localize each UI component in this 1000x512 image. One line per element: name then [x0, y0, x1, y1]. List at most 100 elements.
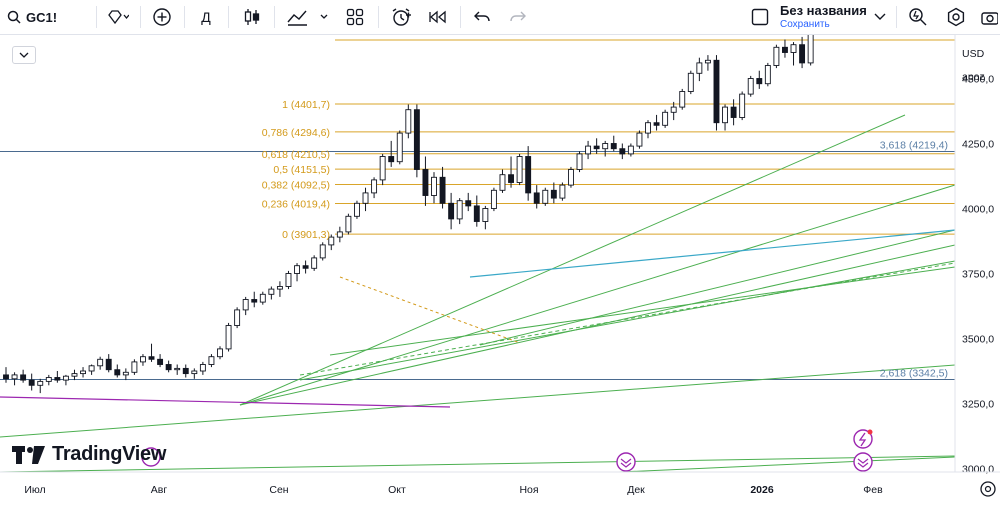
event-flash-icon[interactable]	[853, 429, 873, 449]
candle-body	[448, 202, 455, 220]
symbol-search[interactable]: GC1!	[0, 0, 95, 34]
candle-body	[516, 156, 523, 183]
candle-body	[45, 377, 52, 382]
toolbar-divider	[460, 6, 461, 28]
trend-line[interactable]	[0, 396, 451, 408]
candle-body	[328, 236, 335, 246]
price-axis[interactable]	[955, 35, 1000, 507]
candle-body	[3, 374, 9, 380]
fib-level-label: 0,382 (4092,5)	[262, 179, 330, 191]
chart-indicators-icon	[287, 10, 328, 26]
tradingview-wordmark: TradingView	[52, 443, 167, 465]
axis-settings-icon[interactable]	[980, 481, 996, 497]
time-tick-label: Дек	[627, 484, 645, 496]
candle-body	[525, 156, 532, 194]
top-toolbar: GC1! Д Без названия Сохранить	[0, 0, 1000, 35]
candle-body	[610, 143, 617, 150]
trend-line-dashed[interactable]	[299, 262, 956, 376]
layout-name[interactable]: Без названия Сохранить	[780, 0, 870, 34]
layout-checkbox[interactable]	[748, 0, 772, 34]
axis-settings-icon-center	[984, 485, 992, 493]
layout-save-link[interactable]: Сохранить	[780, 18, 830, 30]
toolbar-divider	[274, 6, 275, 28]
candle-body	[439, 176, 446, 204]
search-icon	[7, 10, 21, 24]
time-tick-label: Сен	[269, 484, 288, 496]
trend-line[interactable]	[0, 364, 956, 438]
settings-button[interactable]	[942, 0, 970, 34]
trend-line[interactable]	[329, 266, 956, 356]
chart-type-button[interactable]	[238, 0, 266, 34]
candle-body	[285, 273, 292, 287]
candle-body	[790, 44, 797, 53]
candle-body	[62, 375, 69, 381]
candle-body	[782, 46, 788, 53]
quick-search-button[interactable]	[904, 0, 932, 34]
candle-body	[71, 373, 78, 377]
candle-body	[687, 72, 694, 92]
plot-background	[0, 35, 955, 472]
candle-body	[645, 122, 651, 134]
candle-body	[593, 145, 600, 150]
candle-body	[28, 379, 35, 386]
layout-menu-button[interactable]	[870, 0, 890, 34]
candle-body	[627, 145, 634, 155]
candles-icon	[244, 9, 260, 25]
axis-unit: apoz	[962, 71, 985, 83]
time-axis[interactable]	[0, 472, 955, 507]
candle-body	[165, 364, 172, 371]
candle-body	[696, 62, 703, 74]
trend-line[interactable]	[239, 114, 906, 406]
fib-level-label: 0,786 (4294,6)	[262, 127, 330, 139]
candle-body	[713, 59, 720, 124]
time-tick-label: Июл	[24, 484, 45, 496]
undo-button[interactable]	[468, 0, 496, 34]
trend-line[interactable]	[574, 456, 956, 475]
candle-body	[619, 148, 626, 155]
camera-button[interactable]	[978, 0, 1000, 34]
replay-button[interactable]	[424, 0, 452, 34]
compare-diamond-button[interactable]	[100, 0, 136, 34]
symbol-name: GC1!	[26, 9, 58, 25]
candle-body	[199, 364, 206, 372]
candle-body	[670, 106, 677, 113]
gear-icon	[947, 7, 965, 27]
tradingview-logo-icon	[12, 445, 45, 464]
trend-line[interactable]	[299, 260, 956, 381]
trend-line[interactable]	[479, 229, 956, 346]
rewind-icon	[429, 10, 446, 24]
candle-body	[80, 370, 86, 375]
candle-body	[122, 371, 129, 376]
redo-button[interactable]	[504, 0, 532, 34]
candle-body	[234, 309, 241, 326]
collapse-panel-button[interactable]	[12, 46, 36, 64]
dividend-event-icon[interactable]	[141, 447, 161, 467]
trend-line[interactable]	[239, 244, 956, 406]
alert-button[interactable]	[386, 0, 416, 34]
candle-body	[662, 111, 669, 126]
candle-body	[131, 361, 138, 373]
candle-body	[302, 265, 309, 269]
chevrons-down-icon	[620, 458, 632, 468]
fib-level-label: 0,5 (4151,5)	[273, 164, 330, 176]
redo-icon	[510, 11, 526, 22]
toolbar-divider	[140, 6, 141, 28]
indicators-button[interactable]	[282, 0, 332, 34]
interval-button[interactable]: Д	[201, 9, 211, 25]
add-indicator-button[interactable]	[148, 0, 176, 34]
dividend-event-icon[interactable]	[853, 452, 873, 472]
candle-body	[268, 288, 275, 295]
trend-line-dashed[interactable]	[339, 276, 521, 344]
candle-body	[465, 200, 472, 207]
trend-line[interactable]	[239, 184, 956, 406]
candle-body	[259, 293, 266, 303]
dividend-event-icon[interactable]	[616, 452, 636, 472]
tradingview-logo: TradingView	[12, 443, 166, 466]
trend-line[interactable]	[469, 229, 956, 278]
trend-line[interactable]	[0, 455, 956, 473]
candle-body	[559, 184, 566, 199]
templates-button[interactable]	[340, 0, 370, 34]
candle-body	[88, 365, 95, 372]
